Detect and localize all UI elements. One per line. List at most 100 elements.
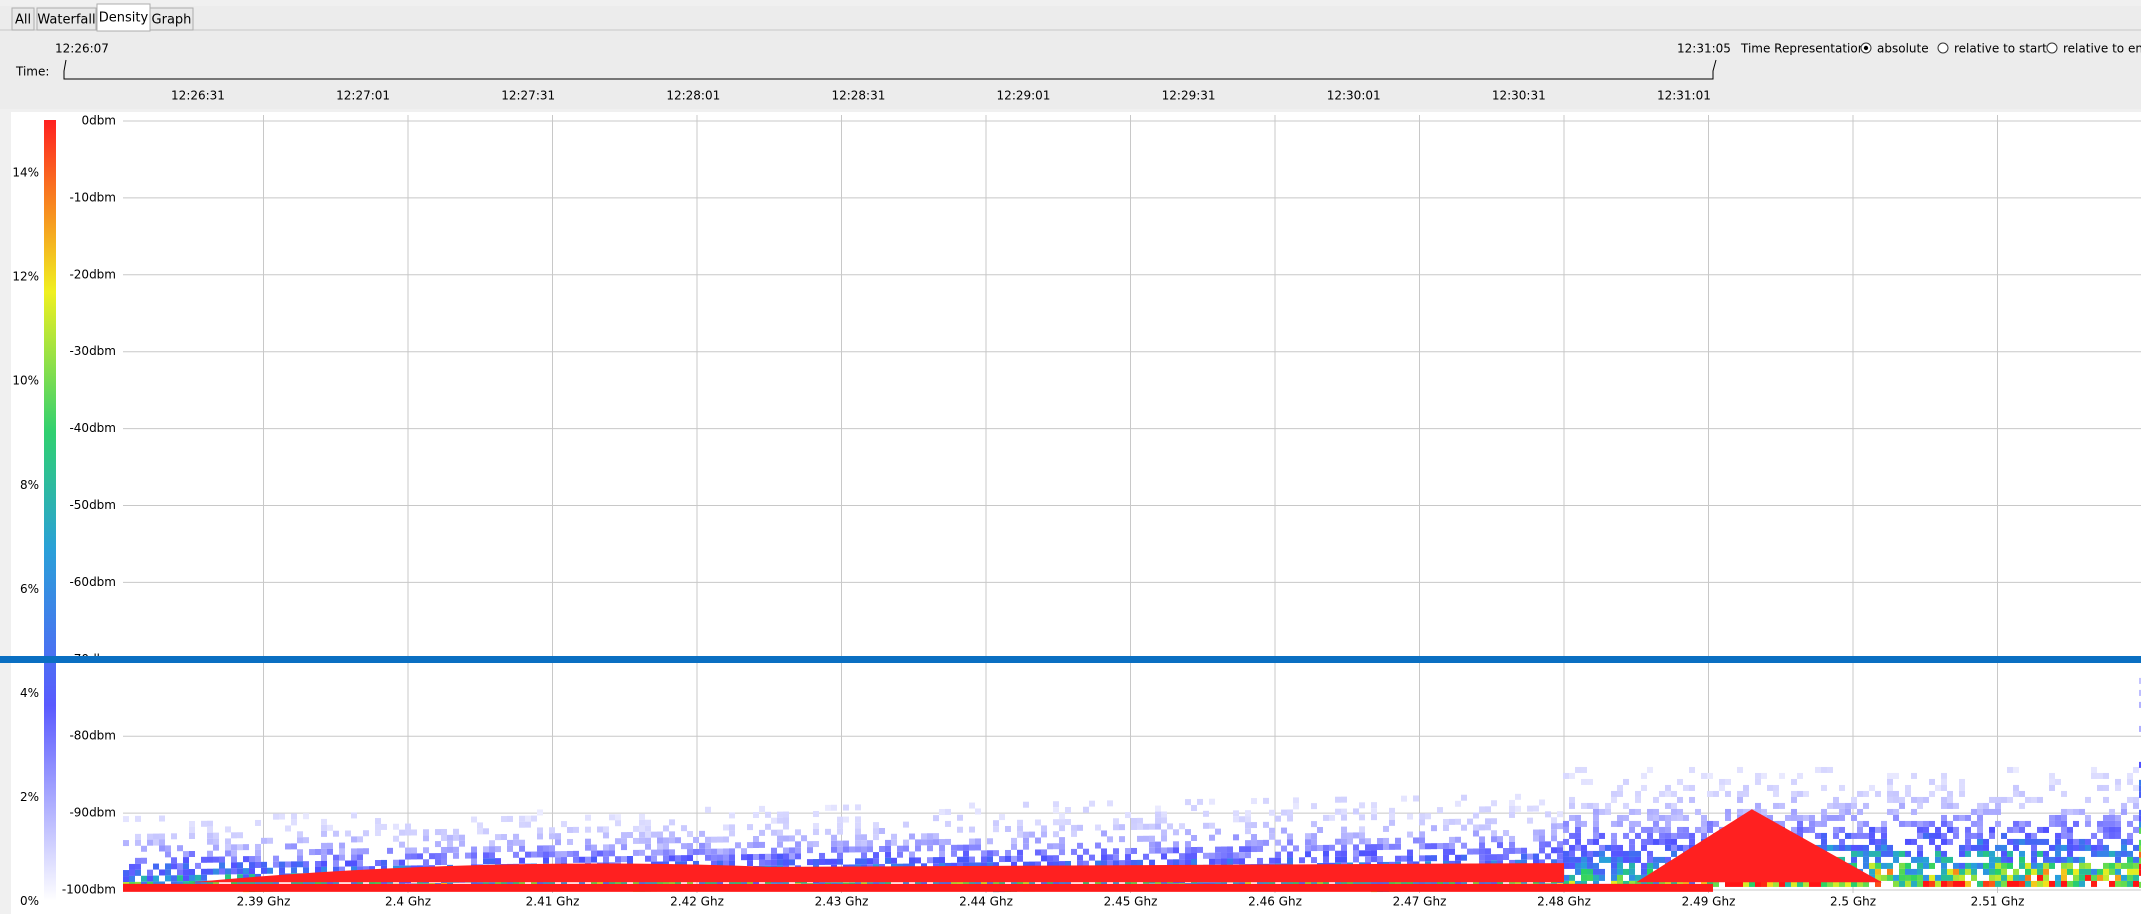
radio-label[interactable]: absolute: [1877, 42, 1929, 56]
density-cell: [615, 820, 621, 827]
density-cell: [1533, 805, 1539, 812]
density-cell: [1593, 832, 1599, 839]
density-cell: [2019, 874, 2025, 881]
density-cell: [1521, 847, 1527, 854]
density-cell: [2127, 868, 2133, 875]
tab[interactable]: [149, 7, 194, 31]
density-cell: [867, 846, 873, 853]
radio-label[interactable]: relative to end: [2063, 42, 2141, 56]
density-cell: [1167, 847, 1173, 854]
density-cell: [2001, 796, 2007, 803]
density-cell: [2055, 874, 2061, 881]
density-cell: [2085, 820, 2091, 827]
density-cell: [783, 817, 789, 824]
density-cell: [1419, 819, 1425, 826]
density-cell: [2103, 820, 2109, 827]
density-cell: [2067, 838, 2073, 845]
density-cell: [1599, 868, 1605, 875]
density-cell: [2109, 808, 2115, 815]
density-cell: [357, 854, 363, 861]
density-cell: [1965, 880, 1971, 887]
density-cell: [1773, 790, 1779, 797]
y-tick-label: -20dbm: [69, 267, 116, 281]
density-cell: [207, 826, 213, 833]
tab-label[interactable]: All: [15, 13, 31, 28]
density-cell: [855, 840, 861, 847]
density-cell: [795, 829, 801, 836]
density-cell: [273, 879, 279, 886]
density-cell: [2067, 862, 2073, 869]
tab[interactable]: [96, 3, 151, 32]
density-cell: [1995, 868, 2001, 875]
density-cell: [549, 851, 555, 858]
density-cell: [513, 839, 519, 846]
density-cell: [291, 861, 297, 868]
tab[interactable]: [36, 7, 97, 31]
density-cell: [411, 829, 417, 836]
density-cell: [489, 846, 495, 853]
density-cell: [729, 848, 735, 855]
density-cell: [333, 866, 339, 873]
density-cell: [789, 853, 795, 860]
density-cell: [189, 833, 195, 840]
density-cell: [1521, 859, 1527, 866]
density-cell: [1077, 842, 1083, 849]
density-cell: [885, 857, 891, 864]
density-cell: [969, 838, 975, 845]
density-cell: [609, 880, 615, 887]
radio-button[interactable]: [2046, 42, 2058, 54]
density-cell: [639, 819, 645, 826]
tab-label[interactable]: Graph: [152, 13, 192, 28]
time-tick-label: 12:28:01: [666, 89, 720, 103]
density-cell: [2007, 856, 2013, 863]
density-cell: [489, 852, 495, 859]
density-cell: [1935, 880, 1941, 887]
density-cell: [885, 851, 891, 858]
density-cell: [399, 841, 405, 848]
density-cell: [1869, 832, 1875, 839]
density-cell: [981, 880, 987, 887]
density-cell: [1335, 880, 1341, 887]
density-cell: [2013, 784, 2019, 791]
density-cell: [483, 828, 489, 835]
density-cell: [1575, 844, 1581, 851]
density-cell: [585, 826, 591, 833]
density-cell: [1341, 850, 1347, 857]
density-cell: [1125, 854, 1131, 861]
density-cell: [243, 844, 249, 851]
density-cell: [2115, 868, 2121, 875]
density-cell: [1071, 848, 1077, 855]
density-cell: [1245, 810, 1251, 817]
y-tick-label: -60dbm: [69, 575, 116, 589]
radio-button[interactable]: [1937, 42, 1949, 54]
density-cell: [1869, 868, 1875, 875]
density-cell: [1707, 790, 1713, 797]
radio-label[interactable]: relative to start: [1954, 42, 2047, 56]
density-cell: [435, 859, 441, 866]
density-hump: [1636, 809, 1882, 883]
density-cell: [1875, 844, 1881, 851]
density-cell: [519, 815, 525, 822]
density-cell: [2097, 850, 2103, 857]
density-cell: [597, 850, 603, 857]
density-cell: [837, 840, 843, 847]
density-cell: [2049, 814, 2055, 821]
density-cell: [2031, 856, 2037, 863]
density-cell: [261, 867, 267, 874]
density-cell: [717, 860, 723, 867]
density-cell: [1659, 826, 1665, 833]
density-cell: [591, 850, 597, 857]
tab-label[interactable]: Waterfall: [37, 13, 95, 28]
tab[interactable]: [11, 7, 35, 31]
density-cell: [1563, 826, 1569, 833]
tab-label[interactable]: Density: [99, 11, 149, 26]
density-cell: [2031, 850, 2037, 857]
density-cell: [1563, 850, 1569, 857]
density-cell: [1371, 802, 1377, 809]
density-cell: [2091, 832, 2097, 839]
density-cell: [1437, 843, 1443, 850]
density-cell: [1851, 802, 1857, 809]
density-cell: [2061, 790, 2067, 797]
density-cell: [1353, 850, 1359, 857]
density-cell: [1989, 856, 1995, 863]
